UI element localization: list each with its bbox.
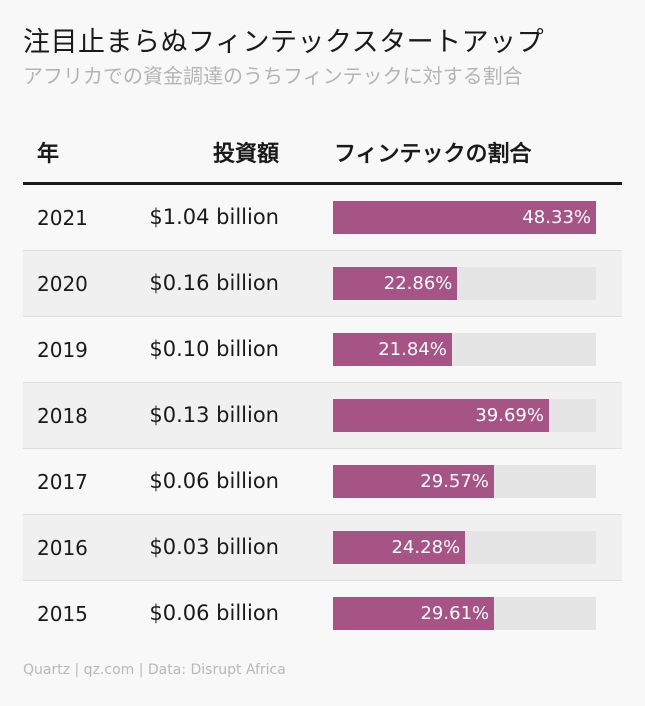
source-footer: Quartz | qz.com | Data: Disrupt Africa bbox=[23, 662, 286, 678]
share-label: 39.69% bbox=[475, 405, 544, 426]
share-bar-track: 21.84% bbox=[333, 333, 596, 366]
share-bar-track: 39.69% bbox=[333, 399, 596, 432]
share-bar: 22.86% bbox=[333, 267, 458, 300]
table-row: 2015 $0.06 billion 29.61% bbox=[23, 581, 622, 647]
amount-cell: $0.16 billion bbox=[149, 271, 279, 295]
share-bar: 29.57% bbox=[333, 465, 494, 498]
table-row: 2017 $0.06 billion 29.57% bbox=[23, 449, 622, 515]
share-label: 24.28% bbox=[391, 537, 461, 558]
year-cell: 2021 bbox=[37, 206, 88, 230]
share-bar-track: 29.61% bbox=[333, 597, 596, 630]
amount-cell: $1.04 billion bbox=[149, 205, 279, 229]
share-bar: 24.28% bbox=[333, 531, 466, 564]
year-cell: 2019 bbox=[37, 338, 88, 362]
year-cell: 2016 bbox=[37, 536, 88, 560]
chart-subtitle: アフリカでの資金調達のうちフィンテックに対する割合 bbox=[23, 64, 523, 88]
table-body: 2021 $1.04 billion 48.33% 2020 $0.16 bil… bbox=[23, 185, 622, 647]
amount-cell: $0.13 billion bbox=[149, 403, 279, 427]
chart-title: 注目止まらぬフィンテックスタートアップ bbox=[23, 27, 545, 58]
table-header: 年 投資額 フィンテックの割合 bbox=[23, 134, 622, 185]
header-amount: 投資額 bbox=[212, 142, 279, 167]
share-bar: 21.84% bbox=[333, 333, 452, 366]
share-bar: 29.61% bbox=[333, 597, 495, 630]
share-bar-track: 22.86% bbox=[333, 267, 596, 300]
table-row: 2020 $0.16 billion 22.86% bbox=[23, 251, 622, 317]
amount-cell: $0.06 billion bbox=[149, 601, 279, 625]
share-bar: 39.69% bbox=[333, 399, 549, 432]
year-cell: 2015 bbox=[37, 602, 88, 626]
amount-cell: $0.03 billion bbox=[149, 535, 279, 559]
table-row: 2021 $1.04 billion 48.33% bbox=[23, 185, 622, 251]
year-cell: 2020 bbox=[37, 272, 88, 296]
amount-cell: $0.10 billion bbox=[149, 337, 279, 361]
share-label: 48.33% bbox=[522, 207, 591, 228]
share-bar: 48.33% bbox=[333, 201, 596, 234]
header-share: フィンテックの割合 bbox=[334, 142, 532, 167]
amount-cell: $0.06 billion bbox=[149, 469, 279, 493]
share-bar-track: 24.28% bbox=[333, 531, 596, 564]
share-label: 29.61% bbox=[420, 603, 490, 624]
header-year: 年 bbox=[37, 142, 60, 167]
table-row: 2016 $0.03 billion 24.28% bbox=[23, 515, 622, 581]
share-bar-track: 48.33% bbox=[333, 201, 596, 234]
table-row: 2019 $0.10 billion 21.84% bbox=[23, 317, 622, 383]
share-label: 22.86% bbox=[383, 273, 453, 294]
year-cell: 2017 bbox=[37, 470, 88, 494]
table-row: 2018 $0.13 billion 39.69% bbox=[23, 383, 622, 449]
share-bar-track: 29.57% bbox=[333, 465, 596, 498]
share-label: 21.84% bbox=[378, 339, 447, 360]
year-cell: 2018 bbox=[37, 404, 88, 428]
share-label: 29.57% bbox=[420, 471, 489, 492]
